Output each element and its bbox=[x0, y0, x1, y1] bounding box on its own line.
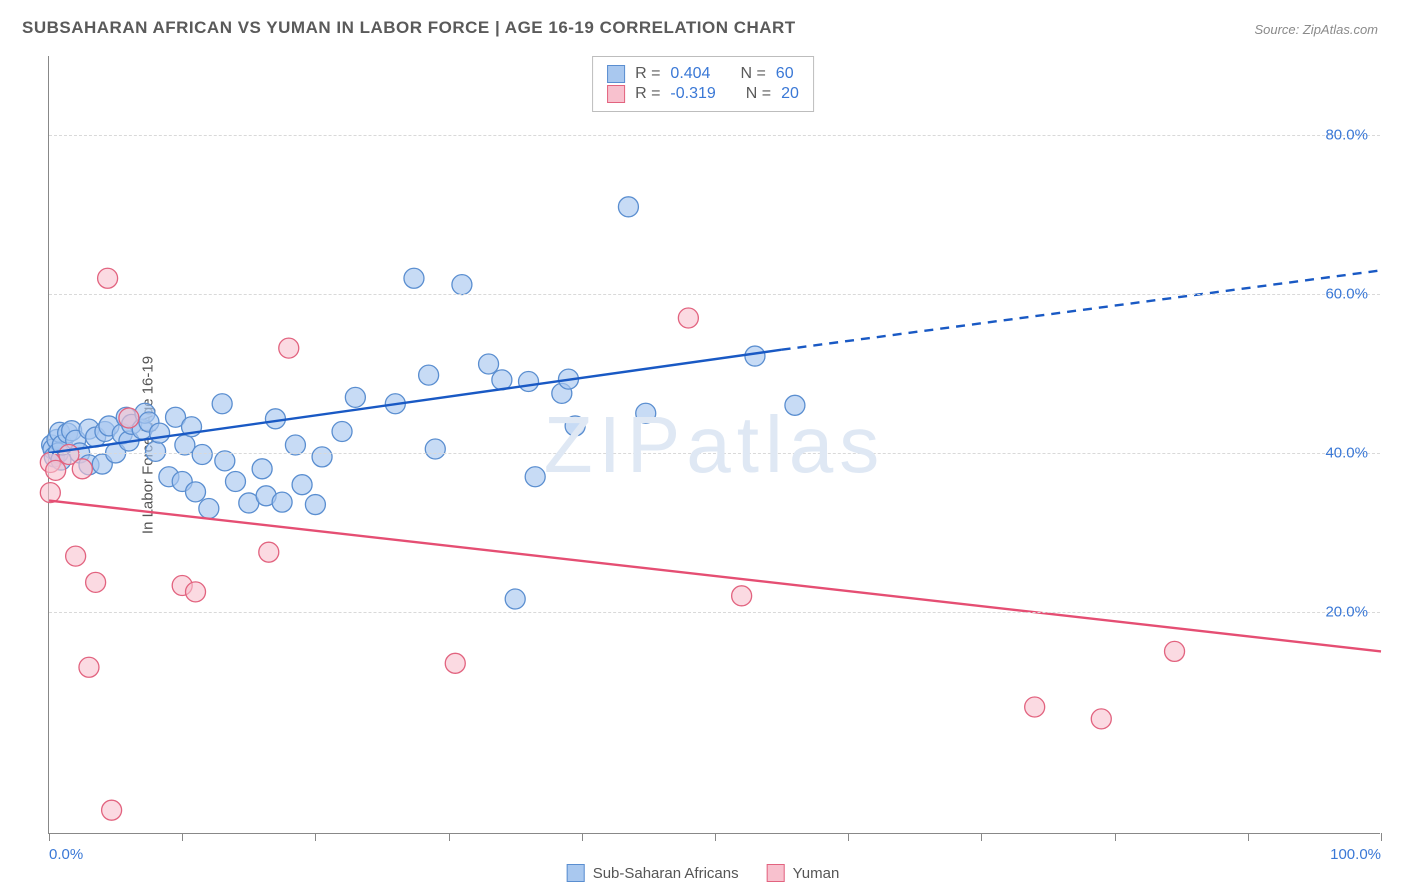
data-point-subsaharan bbox=[618, 197, 638, 217]
data-point-subsaharan bbox=[265, 409, 285, 429]
data-point-subsaharan bbox=[292, 475, 312, 495]
data-point-yuman bbox=[119, 408, 139, 428]
y-tick-label: 60.0% bbox=[1325, 286, 1368, 303]
data-point-yuman bbox=[86, 572, 106, 592]
data-point-subsaharan bbox=[519, 371, 539, 391]
x-tick bbox=[449, 833, 450, 841]
chart-container: SUBSAHARAN AFRICAN VS YUMAN IN LABOR FOR… bbox=[0, 0, 1406, 892]
data-point-yuman bbox=[732, 586, 752, 606]
data-point-subsaharan bbox=[305, 495, 325, 515]
legend-label: Yuman bbox=[793, 865, 840, 882]
data-point-yuman bbox=[1025, 697, 1045, 717]
x-tick-label: 100.0% bbox=[1330, 846, 1381, 863]
n-value: 20 bbox=[781, 85, 799, 103]
trendline-yuman bbox=[49, 501, 1381, 652]
series-legend: Sub-Saharan Africans Yuman bbox=[567, 864, 840, 882]
data-point-subsaharan bbox=[212, 394, 232, 414]
data-point-yuman bbox=[279, 338, 299, 358]
y-tick-label: 40.0% bbox=[1325, 444, 1368, 461]
x-tick bbox=[848, 833, 849, 841]
legend-label: Sub-Saharan Africans bbox=[593, 865, 739, 882]
data-point-yuman bbox=[102, 800, 122, 820]
r-value: -0.319 bbox=[670, 85, 715, 103]
x-tick bbox=[49, 833, 50, 841]
data-point-subsaharan bbox=[312, 447, 332, 467]
data-point-yuman bbox=[186, 582, 206, 602]
data-point-subsaharan bbox=[404, 268, 424, 288]
data-point-yuman bbox=[72, 459, 92, 479]
legend-swatch bbox=[567, 864, 585, 882]
data-point-subsaharan bbox=[636, 403, 656, 423]
data-point-subsaharan bbox=[419, 365, 439, 385]
data-point-subsaharan bbox=[525, 467, 545, 487]
x-tick bbox=[981, 833, 982, 841]
data-point-subsaharan bbox=[505, 589, 525, 609]
legend-swatch bbox=[767, 864, 785, 882]
data-point-yuman bbox=[46, 460, 66, 480]
gridline bbox=[49, 453, 1380, 454]
x-tick bbox=[182, 833, 183, 841]
correlation-row-yuman: R = -0.319 N = 20 bbox=[607, 85, 799, 103]
data-point-subsaharan bbox=[192, 445, 212, 465]
correlation-legend: R = 0.404 N = 60 R = -0.319 N = 20 bbox=[592, 56, 814, 112]
y-tick-label: 20.0% bbox=[1325, 603, 1368, 620]
x-tick bbox=[582, 833, 583, 841]
data-point-subsaharan bbox=[332, 422, 352, 442]
chart-svg bbox=[49, 56, 1380, 833]
correlation-row-subsaharan: R = 0.404 N = 60 bbox=[607, 65, 799, 83]
chart-title: SUBSAHARAN AFRICAN VS YUMAN IN LABOR FOR… bbox=[22, 18, 796, 38]
trendline-subsaharan bbox=[49, 350, 782, 453]
data-point-subsaharan bbox=[186, 482, 206, 502]
x-tick bbox=[1381, 833, 1382, 841]
data-point-subsaharan bbox=[479, 354, 499, 374]
legend-item-yuman: Yuman bbox=[767, 864, 840, 882]
legend-swatch bbox=[607, 65, 625, 83]
source-label: Source: ZipAtlas.com bbox=[1254, 22, 1378, 37]
data-point-yuman bbox=[259, 542, 279, 562]
gridline bbox=[49, 135, 1380, 136]
data-point-subsaharan bbox=[252, 459, 272, 479]
x-tick bbox=[1248, 833, 1249, 841]
data-point-subsaharan bbox=[146, 441, 166, 461]
n-label: N = bbox=[746, 85, 771, 103]
plot-area: In Labor Force | Age 16-19 ZIPatlas 20.0… bbox=[48, 56, 1380, 834]
x-tick bbox=[1115, 833, 1116, 841]
trendline-subsaharan-extrapolated bbox=[782, 270, 1381, 349]
data-point-subsaharan bbox=[452, 275, 472, 295]
gridline bbox=[49, 612, 1380, 613]
x-tick bbox=[715, 833, 716, 841]
data-point-yuman bbox=[445, 653, 465, 673]
data-point-subsaharan bbox=[272, 492, 292, 512]
data-point-subsaharan bbox=[345, 387, 365, 407]
data-point-yuman bbox=[678, 308, 698, 328]
data-point-subsaharan bbox=[492, 370, 512, 390]
data-point-subsaharan bbox=[425, 439, 445, 459]
r-label: R = bbox=[635, 85, 660, 103]
y-tick-label: 80.0% bbox=[1325, 127, 1368, 144]
data-point-yuman bbox=[1091, 709, 1111, 729]
gridline bbox=[49, 294, 1380, 295]
data-point-subsaharan bbox=[199, 499, 219, 519]
data-point-yuman bbox=[1165, 641, 1185, 661]
legend-swatch bbox=[607, 85, 625, 103]
x-tick bbox=[315, 833, 316, 841]
data-point-subsaharan bbox=[150, 423, 170, 443]
x-tick-label: 0.0% bbox=[49, 846, 83, 863]
n-label: N = bbox=[740, 65, 765, 83]
data-point-yuman bbox=[98, 268, 118, 288]
data-point-yuman bbox=[79, 657, 99, 677]
data-point-subsaharan bbox=[565, 416, 585, 436]
r-label: R = bbox=[635, 65, 660, 83]
data-point-yuman bbox=[66, 546, 86, 566]
legend-item-subsaharan: Sub-Saharan Africans bbox=[567, 864, 739, 882]
r-value: 0.404 bbox=[670, 65, 710, 83]
data-point-subsaharan bbox=[745, 346, 765, 366]
n-value: 60 bbox=[776, 65, 794, 83]
data-point-subsaharan bbox=[785, 395, 805, 415]
data-point-subsaharan bbox=[225, 472, 245, 492]
